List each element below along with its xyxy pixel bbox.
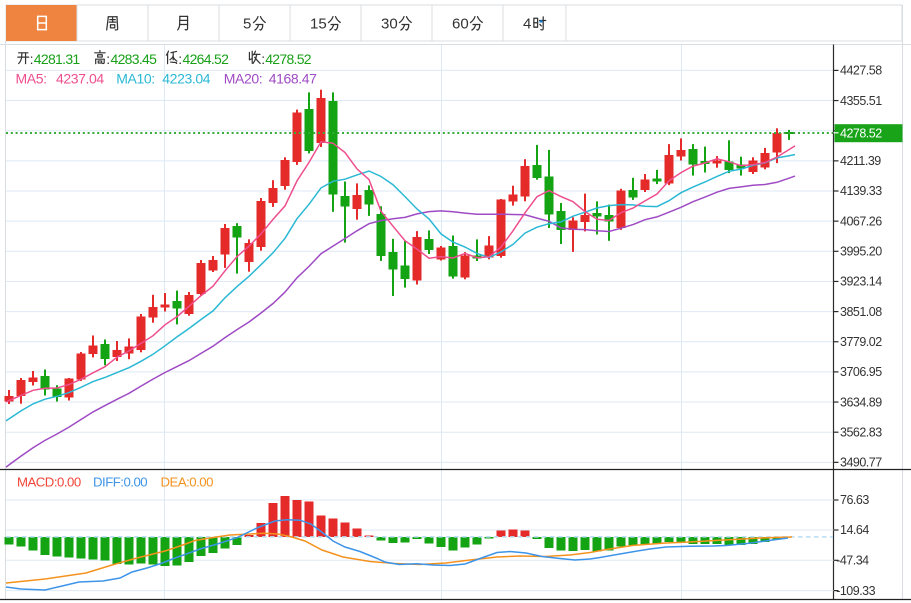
svg-text:4278.52: 4278.52 bbox=[265, 51, 312, 67]
svg-text:MA10:: MA10: bbox=[116, 71, 154, 87]
svg-text:3490.77: 3490.77 bbox=[840, 456, 882, 470]
svg-text:3851.08: 3851.08 bbox=[840, 305, 882, 319]
svg-text:60: 60 bbox=[452, 16, 469, 33]
svg-text:3995.20: 3995.20 bbox=[840, 245, 882, 259]
svg-text:-109.33: -109.33 bbox=[836, 584, 875, 598]
svg-text:4211.39: 4211.39 bbox=[840, 154, 881, 168]
svg-text::: : bbox=[178, 51, 181, 67]
svg-text:4139.33: 4139.33 bbox=[840, 184, 882, 198]
svg-text:15: 15 bbox=[310, 16, 327, 33]
svg-text:MA20:: MA20: bbox=[224, 71, 262, 87]
svg-text:14.64: 14.64 bbox=[840, 523, 869, 537]
svg-text:3634.89: 3634.89 bbox=[840, 395, 882, 409]
svg-text:4223.04: 4223.04 bbox=[162, 71, 210, 87]
svg-text:3706.95: 3706.95 bbox=[840, 365, 882, 379]
svg-text:MACD:0.00: MACD:0.00 bbox=[17, 475, 81, 490]
svg-text:5: 5 bbox=[243, 16, 251, 33]
svg-text:4: 4 bbox=[523, 16, 531, 33]
svg-text:4355.51: 4355.51 bbox=[840, 94, 882, 108]
svg-text::: : bbox=[106, 51, 109, 67]
svg-text:MA5:: MA5: bbox=[16, 71, 47, 87]
svg-text:30: 30 bbox=[381, 16, 398, 33]
svg-text:4427.58: 4427.58 bbox=[840, 64, 882, 78]
svg-text::: : bbox=[261, 51, 264, 67]
svg-text:76.63: 76.63 bbox=[840, 493, 869, 507]
svg-text:3923.14: 3923.14 bbox=[840, 275, 882, 289]
svg-text:4281.31: 4281.31 bbox=[34, 51, 81, 67]
svg-text:4067.26: 4067.26 bbox=[840, 214, 882, 228]
svg-text:4283.45: 4283.45 bbox=[111, 51, 158, 67]
svg-text:-47.34: -47.34 bbox=[836, 554, 869, 568]
svg-text:4237.04: 4237.04 bbox=[56, 71, 104, 87]
svg-text:DEA:0.00: DEA:0.00 bbox=[161, 475, 214, 490]
svg-text:4278.52: 4278.52 bbox=[840, 126, 882, 140]
svg-text:3562.83: 3562.83 bbox=[840, 425, 882, 439]
svg-text:4168.47: 4168.47 bbox=[269, 71, 317, 87]
svg-text:4264.52: 4264.52 bbox=[183, 51, 230, 67]
svg-text:DIFF:0.00: DIFF:0.00 bbox=[93, 475, 147, 490]
svg-text::: : bbox=[30, 51, 33, 67]
svg-text:3779.02: 3779.02 bbox=[840, 335, 882, 349]
